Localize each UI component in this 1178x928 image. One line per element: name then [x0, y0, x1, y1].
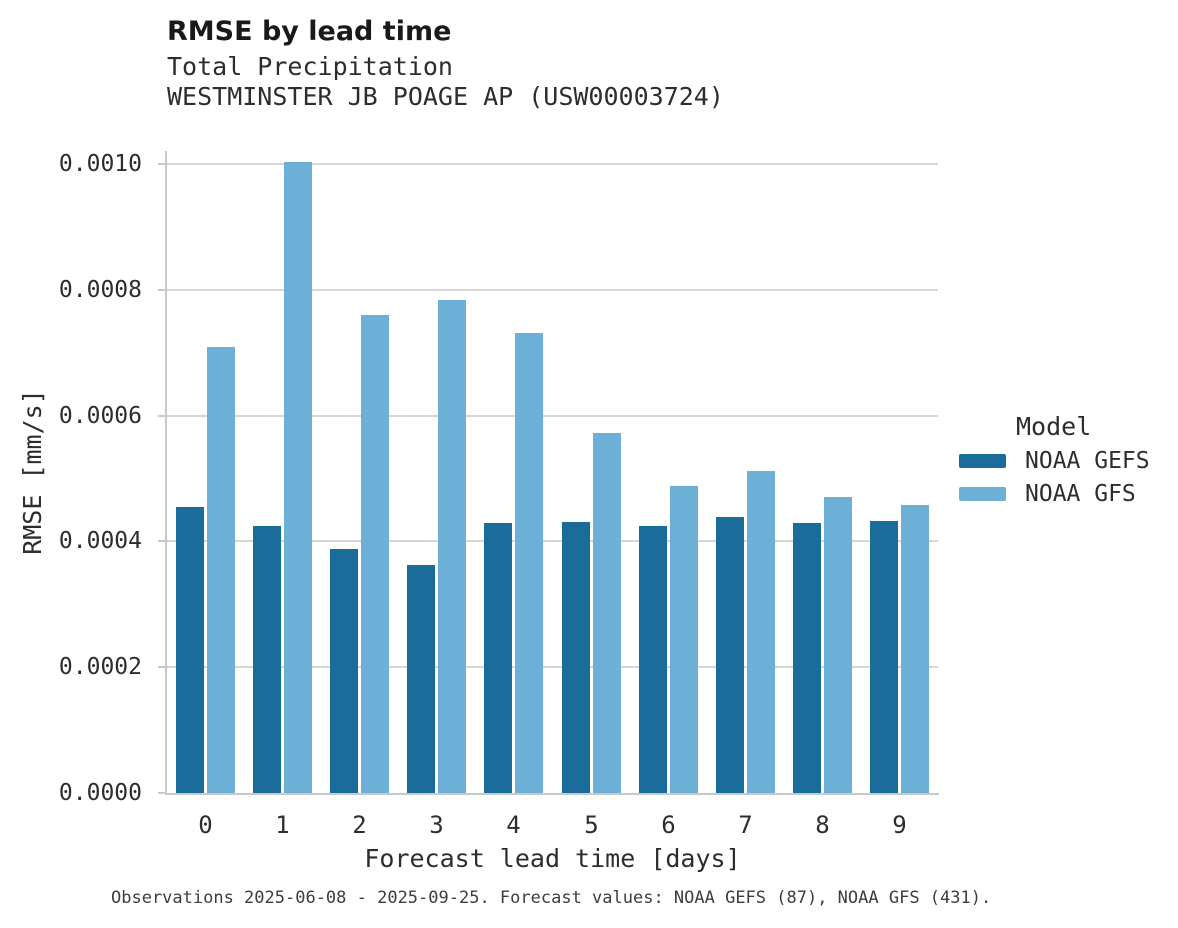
x-tick-label-1: 1 [275, 811, 290, 839]
y-tickmark-0.0002 [158, 666, 165, 668]
gridline-y-0.0006 [167, 415, 938, 417]
bar-noaa-gefs-lead-5 [562, 522, 590, 793]
x-tick-label-6: 6 [661, 811, 676, 839]
x-axis-spine [165, 793, 939, 795]
bar-noaa-gfs-lead-7 [747, 471, 775, 793]
y-tickmark-0.0006 [158, 415, 165, 417]
x-tick-labels: 0 1 2 3 4 5 6 7 8 9 [167, 810, 938, 840]
x-axis-label: Forecast lead time [days] [364, 844, 741, 873]
y-tickmark-0.0008 [158, 289, 165, 291]
gridline-y-0.0004 [167, 540, 938, 542]
y-tick-label: 0.0008 [58, 277, 142, 303]
legend-title: Model [1016, 412, 1092, 441]
bar-noaa-gfs-lead-1 [284, 162, 312, 793]
subtitle-variable: Total Precipitation [167, 52, 453, 81]
x-tick-label-7: 7 [738, 811, 753, 839]
bar-noaa-gfs-lead-3 [438, 300, 466, 793]
gridline-y-0.0002 [167, 666, 938, 668]
bar-noaa-gefs-lead-2 [330, 549, 358, 793]
y-tickmark-0.0010 [158, 163, 165, 165]
y-tickmark-0.0004 [158, 540, 165, 542]
bar-noaa-gfs-lead-5 [593, 433, 621, 793]
y-tickmark-0.0000 [158, 792, 165, 794]
x-tick-label-8: 8 [815, 811, 830, 839]
bar-noaa-gefs-lead-3 [407, 565, 435, 793]
bar-noaa-gefs-lead-4 [484, 523, 512, 793]
y-tick-label: 0.0000 [58, 780, 142, 806]
bar-noaa-gfs-lead-0 [207, 347, 235, 793]
x-tick-label-3: 3 [429, 811, 444, 839]
legend-items: NOAA GEFS NOAA GFS [959, 444, 1178, 510]
legend-label: NOAA GFS [1025, 480, 1136, 507]
plot-area [158, 151, 938, 794]
y-tick-label: 0.0002 [58, 654, 142, 680]
x-tick-label-2: 2 [352, 811, 367, 839]
legend-item-noaa-gefs: NOAA GEFS [959, 444, 1178, 477]
y-tick-label: 0.0010 [58, 151, 142, 177]
bar-noaa-gefs-lead-1 [253, 526, 281, 793]
x-tick-label-5: 5 [584, 811, 599, 839]
y-tick-label: 0.0006 [58, 403, 142, 429]
y-tick-label: 0.0004 [58, 528, 142, 554]
legend-item-noaa-gfs: NOAA GFS [959, 477, 1178, 510]
x-tick-label-0: 0 [198, 811, 213, 839]
x-tick-label-9: 9 [892, 811, 907, 839]
bar-noaa-gefs-lead-0 [176, 507, 204, 793]
gridline-y-0.0008 [167, 289, 938, 291]
bar-noaa-gefs-lead-8 [793, 523, 821, 793]
subtitle-station: WESTMINSTER JB POAGE AP (USW00003724) [167, 82, 724, 111]
bar-noaa-gefs-lead-6 [639, 526, 667, 793]
bar-noaa-gfs-lead-6 [670, 486, 698, 793]
bar-noaa-gfs-lead-8 [824, 497, 852, 793]
bar-noaa-gefs-lead-9 [870, 521, 898, 793]
bar-noaa-gfs-lead-9 [901, 505, 929, 793]
legend-label: NOAA GEFS [1025, 447, 1150, 474]
bar-noaa-gefs-lead-7 [716, 517, 744, 793]
x-tick-label-4: 4 [506, 811, 521, 839]
y-axis-spine [165, 151, 167, 795]
footnote-caption: Observations 2025-06-08 - 2025-09-25. Fo… [111, 888, 992, 908]
page-title: RMSE by lead time [167, 16, 452, 47]
bar-noaa-gfs-lead-4 [515, 333, 543, 793]
legend: Model NOAA GEFS NOAA GFS [959, 410, 1178, 510]
bar-noaa-gfs-lead-2 [361, 315, 389, 793]
y-tick-labels: 0.0000 0.0002 0.0004 0.0006 0.0008 0.0010 [0, 151, 150, 806]
gridline-y-0.0010 [167, 163, 938, 165]
legend-swatch-noaa-gfs [959, 486, 1006, 501]
legend-swatch-noaa-gefs [959, 453, 1006, 468]
